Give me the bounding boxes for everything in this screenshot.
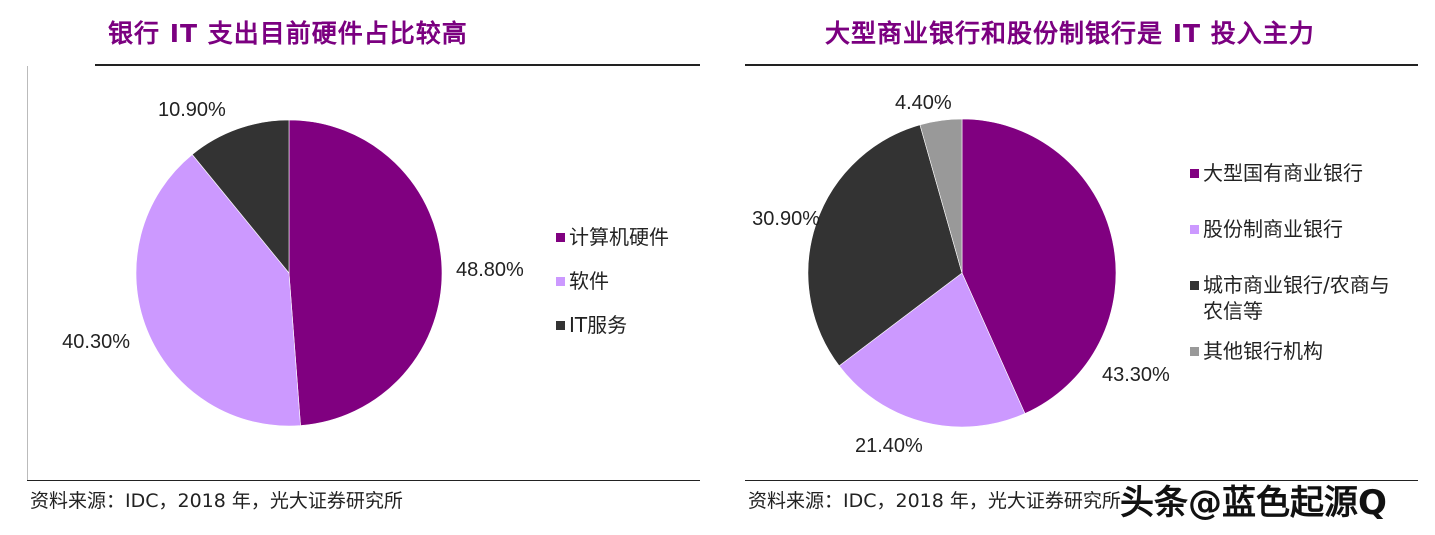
left-source-note: 资料来源：IDC，2018 年，光大证券研究所 (30, 490, 403, 512)
slice-percent-label: 43.30% (1102, 364, 1170, 386)
left-bottom-rule (27, 480, 700, 481)
slice-percent-label: 4.40% (895, 92, 952, 114)
legend-item-software: 软件 (556, 268, 669, 294)
slice-percent-label: 30.90% (752, 208, 820, 230)
pie-slice (919, 118, 963, 274)
legend-label: 计算机硬件 (569, 225, 669, 249)
pie-slice (191, 119, 290, 274)
left-frame-line (27, 66, 28, 480)
slice-percent-label: 10.90% (158, 99, 226, 121)
legend-swatch (556, 233, 565, 242)
legend-item-city-rural-banks: 城市商业银行/农商与农信等 (1190, 272, 1405, 324)
pie-slice (288, 119, 443, 426)
legend-swatch (1190, 281, 1199, 290)
left-chart-title: 银行 IT 支出目前硬件占比较高 (108, 19, 468, 48)
pie-slice (961, 118, 1117, 414)
right-source-note: 资料来源：IDC，2018 年，光大证券研究所 (748, 490, 1121, 512)
right-pie-chart: 43.30% 21.40% 30.90% 4.40% (752, 92, 1170, 457)
watermark: 头条@蓝色起源Q (1120, 483, 1387, 523)
legend-swatch (556, 321, 565, 330)
slice-percent-label: 48.80% (456, 259, 524, 281)
legend-label: IT服务 (569, 313, 628, 337)
legend-swatch (556, 277, 565, 286)
slice-percent-label: 40.30% (62, 331, 130, 353)
legend-item-it-service: IT服务 (556, 312, 669, 338)
legend-item-large-state-banks: 大型国有商业银行 (1190, 160, 1405, 186)
legend-item-hardware: 计算机硬件 (556, 224, 669, 250)
right-bottom-rule (745, 480, 1418, 481)
legend-label: 其他银行机构 (1203, 339, 1323, 363)
legend-label: 城市商业银行/农商与农信等 (1203, 273, 1390, 323)
legend-label: 股份制商业银行 (1203, 217, 1343, 241)
pie-slice (807, 124, 963, 367)
legend-swatch (1190, 225, 1199, 234)
left-pie-chart: 48.80% 40.30% 10.90% (62, 99, 524, 427)
right-title-rule (745, 64, 1418, 66)
slice-percent-label: 21.40% (855, 435, 923, 457)
pie-slice (838, 272, 1026, 428)
pie-slice (135, 154, 301, 427)
left-title-rule (95, 64, 700, 66)
legend-swatch (1190, 347, 1199, 356)
legend-item-joint-stock-banks: 股份制商业银行 (1190, 216, 1405, 242)
left-legend: 计算机硬件 软件 IT服务 (556, 224, 669, 356)
right-legend: 大型国有商业银行 股份制商业银行 城市商业银行/农商与农信等 其他银行机构 (1190, 160, 1405, 382)
right-chart-title: 大型商业银行和股份制银行是 IT 投入主力 (825, 19, 1315, 48)
legend-item-other-banks: 其他银行机构 (1190, 338, 1405, 364)
legend-label: 大型国有商业银行 (1203, 161, 1363, 185)
legend-label: 软件 (569, 269, 609, 293)
legend-swatch (1190, 169, 1199, 178)
